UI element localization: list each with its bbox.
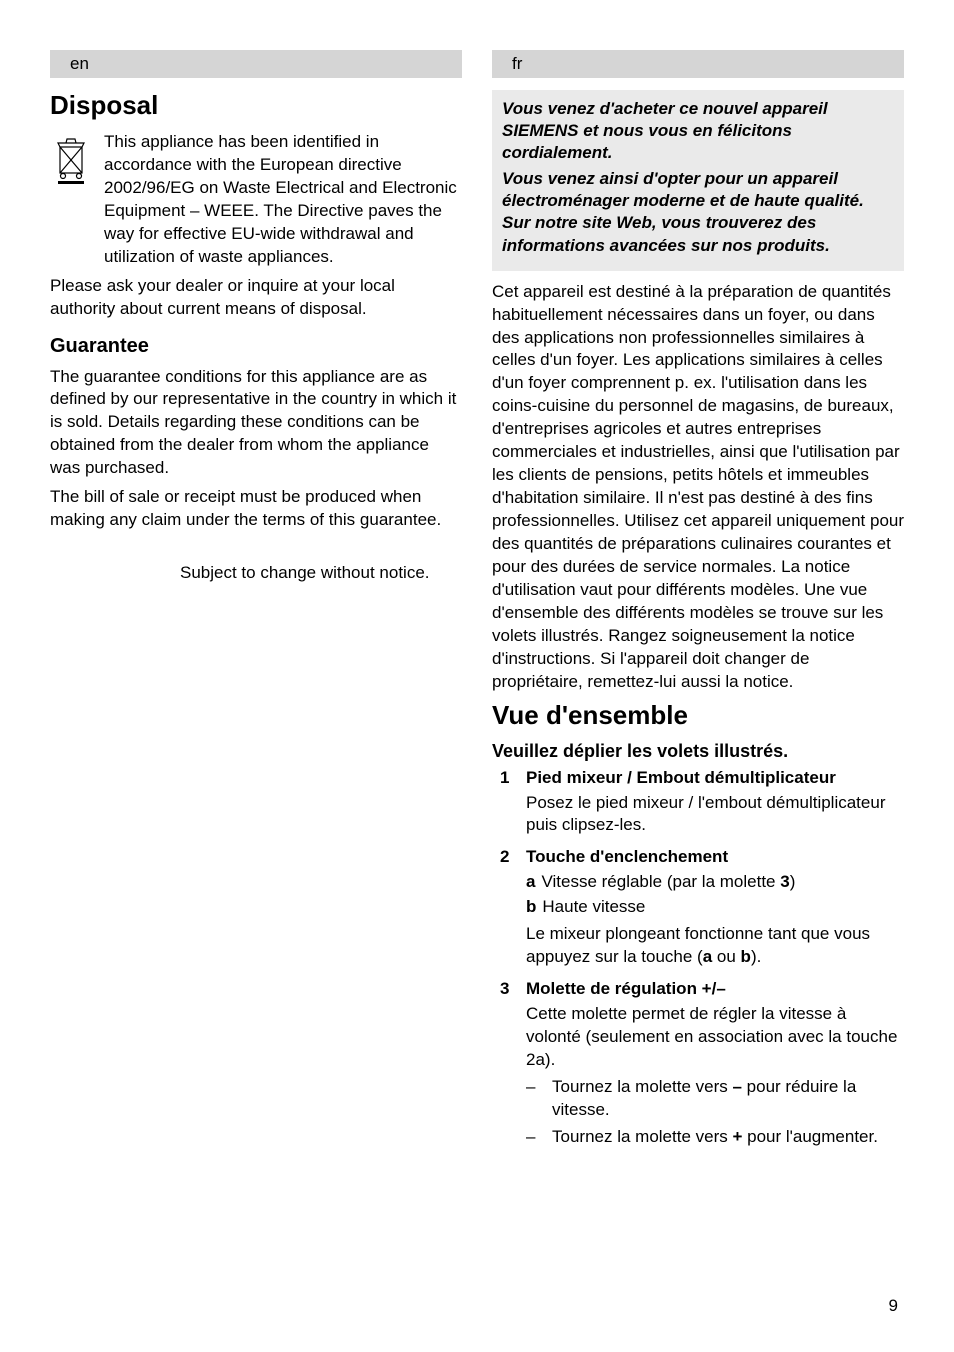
page-number: 9 xyxy=(889,1296,898,1316)
guarantee-para-2: The bill of sale or receipt must be prod… xyxy=(50,486,462,532)
lang-header-en: en xyxy=(50,50,462,78)
disposal-para-2: Please ask your dealer or inquire at you… xyxy=(50,275,462,321)
sub-after: ) xyxy=(790,872,796,891)
dash-item: – Tournez la molette vers + pour l'augme… xyxy=(526,1126,904,1149)
dash-item: – Tournez la molette vers – pour réduire… xyxy=(526,1076,904,1122)
weee-bin-icon xyxy=(50,133,92,185)
numbered-list: 1 Pied mixeur / Embout démultiplicateur … xyxy=(492,768,904,1153)
list-item: 2 Touche d'enclenchement a Vitesse réglab… xyxy=(500,847,904,969)
item-number: 1 xyxy=(500,768,516,838)
left-column: en Disposal This appliance has been iden… xyxy=(50,50,462,1163)
txt-seg: Tournez la molette vers xyxy=(552,1077,732,1096)
sub-list: a Vitesse réglable (par la molette 3) b Ha… xyxy=(526,871,904,919)
item-text: Posez le pied mixeur / l'embout démultip… xyxy=(526,792,904,838)
list-item: 3 Molette de régulation +/– Cette molett… xyxy=(500,979,904,1153)
page-columns: en Disposal This appliance has been iden… xyxy=(50,50,904,1163)
item-number: 2 xyxy=(500,847,516,969)
sub-label: a xyxy=(526,872,535,891)
list-item: 1 Pied mixeur / Embout démultiplicateur … xyxy=(500,768,904,838)
sub-item: a Vitesse réglable (par la molette 3) xyxy=(526,871,904,894)
fr-body: Cet appareil est destiné à la préparatio… xyxy=(492,281,904,694)
txt-seg: Tournez la molette vers xyxy=(552,1127,732,1146)
item-title: Molette de régulation +/– xyxy=(526,979,904,999)
txt-seg: pour l'augmenter. xyxy=(742,1127,878,1146)
item-title: Pied mixeur / Embout démultiplicateur xyxy=(526,768,904,788)
sub-label: b xyxy=(526,897,536,916)
txt-seg: ou xyxy=(712,947,740,966)
sub-bold: 3 xyxy=(780,872,789,891)
guarantee-para-1: The guarantee conditions for this applia… xyxy=(50,366,462,481)
fr-intro-2: Vous venez ainsi d'opter pour un apparei… xyxy=(502,168,894,256)
fr-intro-1: Vous venez d'acheter ce nouvel appareil … xyxy=(502,98,894,164)
lang-header-fr: fr xyxy=(492,50,904,78)
txt-bold: a xyxy=(703,947,712,966)
dash-icon: – xyxy=(526,1076,538,1122)
sub-item: b Haute vitesse xyxy=(526,896,904,919)
heading-guarantee: Guarantee xyxy=(50,335,462,358)
item-text: Le mixeur plongeant fonctionne tant que … xyxy=(526,923,904,969)
sub-text: Vitesse réglable (par la molette xyxy=(541,872,780,891)
subheading-deplier: Veuillez déplier les volets illustrés. xyxy=(492,741,904,762)
txt-bold: – xyxy=(732,1077,741,1096)
item-text: Cette molette permet de régler la vitess… xyxy=(526,1003,904,1072)
txt-bold: b xyxy=(741,947,751,966)
weee-text: This appliance has been identified in ac… xyxy=(104,131,462,269)
txt-bold: + xyxy=(732,1127,742,1146)
footer-note: Subject to change without notice. xyxy=(180,562,462,585)
item-number: 3 xyxy=(500,979,516,1153)
right-column: fr Vous venez d'acheter ce nouvel appare… xyxy=(492,50,904,1163)
dash-list: – Tournez la molette vers – pour réduire… xyxy=(526,1076,904,1149)
heading-disposal: Disposal xyxy=(50,90,462,121)
sub-text: Haute vitesse xyxy=(542,897,645,916)
fr-intro-box: Vous venez d'acheter ce nouvel appareil … xyxy=(492,90,904,271)
txt-seg: Le mixeur plongeant fonctionne tant que … xyxy=(526,924,870,966)
txt-seg: ). xyxy=(751,947,761,966)
dash-icon: – xyxy=(526,1126,538,1149)
heading-vue: Vue d'ensemble xyxy=(492,700,904,731)
item-title: Touche d'enclenchement xyxy=(526,847,904,867)
weee-row: This appliance has been identified in ac… xyxy=(50,131,462,275)
